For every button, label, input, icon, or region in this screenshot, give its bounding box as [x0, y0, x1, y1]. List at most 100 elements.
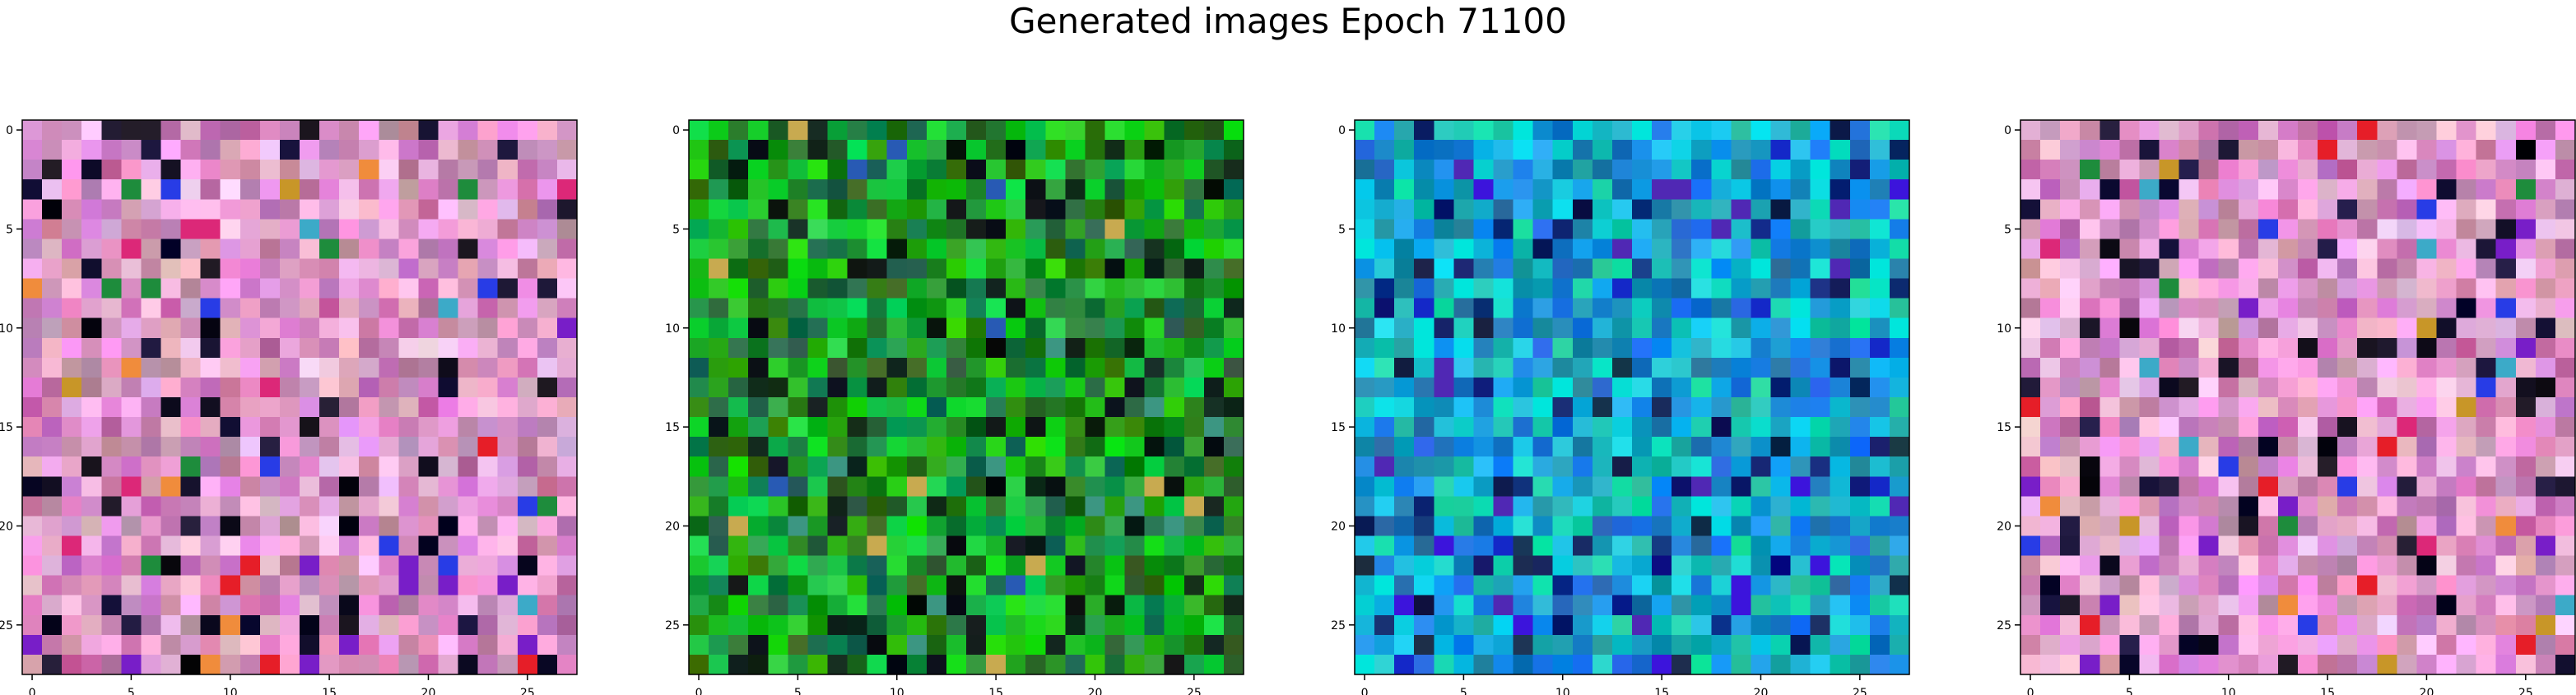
pixel-cell: [556, 417, 578, 438]
pixel-cell: [62, 614, 82, 636]
pixel-cell: [847, 140, 868, 160]
pixel-cell: [689, 555, 709, 577]
pixel-cell: [1889, 417, 1910, 438]
pixel-cell: [438, 317, 459, 339]
pixel-cell: [768, 239, 788, 260]
pixel-cell: [1611, 595, 1633, 616]
pixel-cell: [1394, 456, 1415, 477]
pixel-cell: [239, 397, 261, 418]
pixel-cell: [768, 120, 788, 141]
pixel-cell: [101, 317, 122, 339]
pixel-cell: [1691, 140, 1712, 160]
pixel-cell: [2099, 476, 2120, 497]
pixel-cell: [2099, 278, 2120, 299]
pixel-cell: [966, 654, 987, 675]
pixel-cell: [748, 516, 769, 537]
pixel-cell: [2060, 298, 2081, 319]
pixel-cell: [2337, 258, 2358, 280]
pixel-cell: [22, 535, 43, 557]
pixel-cell: [2436, 179, 2457, 200]
pixel-cell: [2436, 654, 2457, 675]
pixel-cell: [279, 516, 300, 537]
pixel-cell: [788, 357, 809, 378]
pixel-cell: [1790, 437, 1811, 457]
pixel-cell: [418, 555, 439, 577]
pixel-cell: [220, 634, 241, 656]
pixel-cell: [1025, 535, 1046, 557]
pixel-cell: [1394, 179, 1415, 200]
pixel-cell: [379, 278, 399, 299]
pixel-cell: [748, 535, 769, 557]
pixel-cell: [319, 634, 340, 656]
pixel-cell: [537, 516, 558, 537]
pixel-cell: [141, 140, 162, 160]
pixel-cell: [339, 476, 360, 497]
pixel-cell: [1592, 298, 1613, 319]
pixel-cell: [1374, 278, 1395, 299]
pixel-cell: [926, 377, 947, 398]
pixel-cell: [497, 219, 518, 240]
pixel-cell: [1830, 397, 1851, 418]
pixel-cell: [141, 595, 162, 616]
pixel-cell: [1473, 555, 1495, 577]
pixel-cell: [1611, 634, 1633, 656]
pixel-cell: [2436, 337, 2457, 359]
pixel-cell: [1183, 654, 1205, 675]
pixel-cell: [1085, 654, 1106, 675]
pixel-cell: [2218, 278, 2239, 299]
pixel-cell: [2099, 397, 2120, 418]
pixel-cell: [728, 456, 749, 477]
pixel-cell: [22, 456, 43, 477]
pixel-cell: [1085, 417, 1106, 438]
pixel-cell: [2515, 516, 2536, 537]
pixel-cell: [2397, 654, 2418, 675]
pixel-cell: [946, 516, 967, 537]
pixel-cell: [1223, 337, 1244, 359]
pixel-cell: [847, 437, 868, 457]
pixel-cell: [160, 535, 182, 557]
pixel-cell: [1889, 317, 1910, 339]
pixel-cell: [1144, 219, 1165, 240]
pixel-cell: [259, 437, 281, 457]
pixel-cell: [2218, 219, 2239, 240]
pixel-cell: [200, 417, 221, 438]
pixel-cell: [438, 377, 459, 398]
pixel-cell: [2099, 179, 2120, 200]
pixel-cell: [1592, 555, 1613, 577]
pixel-cell: [1810, 120, 1831, 141]
pixel-cell: [867, 357, 888, 378]
pixel-cell: [2277, 179, 2299, 200]
pixel-cell: [1849, 456, 1871, 477]
pixel-cell: [1830, 337, 1851, 359]
pixel-cell: [1045, 437, 1066, 457]
pixel-cell: [728, 298, 749, 319]
pixel-cell: [2436, 278, 2457, 299]
pixel-cell: [1223, 496, 1244, 517]
pixel-cell: [141, 337, 162, 359]
pixel-cell: [1414, 516, 1434, 537]
pixel-cell: [259, 179, 281, 200]
pixel-cell: [22, 417, 43, 438]
pixel-cell: [2119, 337, 2141, 359]
pixel-cell: [2277, 634, 2299, 656]
pixel-cell: [1731, 456, 1752, 477]
pixel-cell: [2119, 199, 2141, 220]
pixel-cell: [1493, 614, 1514, 636]
pixel-cell: [728, 496, 749, 517]
x-tick-label: 20: [1088, 687, 1103, 695]
pixel-cell: [867, 634, 888, 656]
pixel-cell: [1672, 278, 1692, 299]
pixel-cell: [458, 258, 479, 280]
pixel-cell: [2238, 634, 2259, 656]
pixel-cell: [1513, 496, 1534, 517]
pixel-cell: [1790, 357, 1811, 378]
pixel-cell: [1223, 258, 1244, 280]
pixel-cell: [1592, 219, 1613, 240]
pixel-cell: [966, 120, 987, 141]
pixel-cell: [1203, 140, 1225, 160]
pixel-cell: [926, 555, 947, 577]
pixel-cell: [2198, 654, 2220, 675]
pixel-cell: [1473, 377, 1495, 398]
